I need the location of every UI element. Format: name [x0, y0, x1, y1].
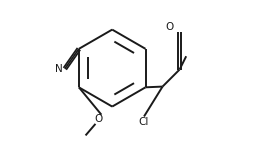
Text: O: O [94, 114, 102, 124]
Text: N: N [55, 64, 63, 74]
Text: O: O [166, 22, 174, 32]
Text: Cl: Cl [139, 117, 149, 127]
